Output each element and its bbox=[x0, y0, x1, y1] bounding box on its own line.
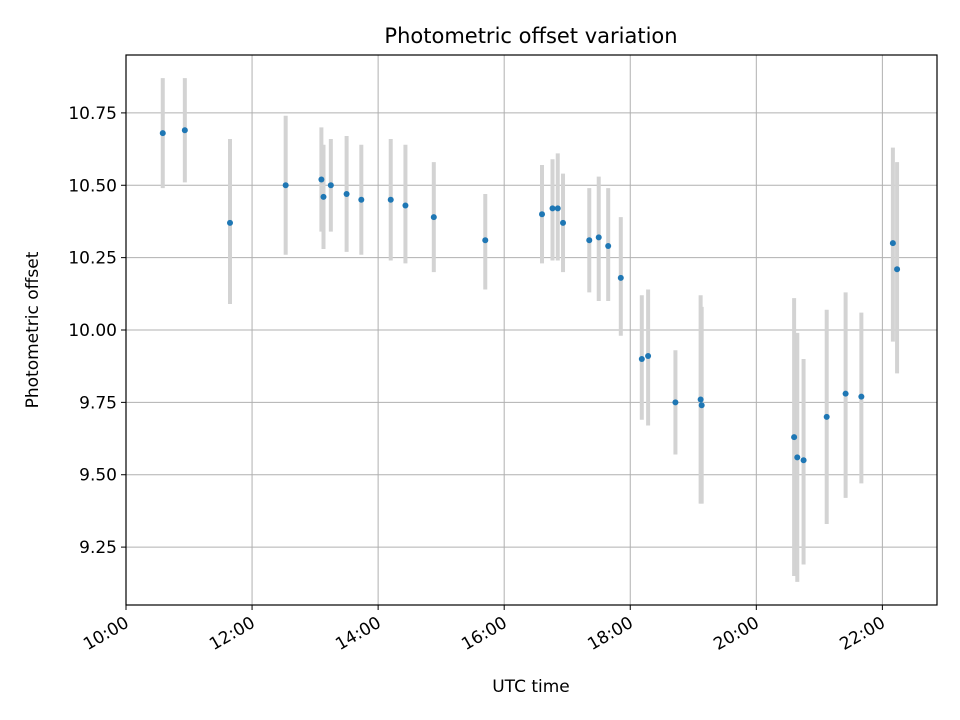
y-axis-label: Photometric offset bbox=[23, 251, 43, 408]
y-tick-label: 9.50 bbox=[79, 466, 117, 486]
data-point bbox=[605, 243, 612, 250]
data-point bbox=[894, 266, 901, 273]
data-point bbox=[482, 237, 489, 244]
data-point bbox=[823, 413, 830, 420]
data-point bbox=[282, 182, 289, 189]
chart-title: Photometric offset variation bbox=[384, 24, 677, 48]
y-axis-ticks: 9.25 9.50 9.75 10.00 10.25 10.50 10.75 bbox=[68, 104, 126, 558]
data-point bbox=[181, 127, 188, 134]
data-point bbox=[549, 205, 556, 212]
data-point bbox=[791, 434, 798, 441]
data-point bbox=[638, 355, 645, 362]
x-axis-label: UTC time bbox=[492, 677, 570, 697]
data-point bbox=[159, 130, 166, 137]
data-point bbox=[645, 353, 652, 360]
data-point bbox=[800, 457, 807, 464]
data-point bbox=[318, 176, 325, 183]
data-point bbox=[430, 214, 437, 221]
data-point bbox=[554, 205, 561, 212]
data-points bbox=[159, 127, 901, 464]
y-tick-label: 10.75 bbox=[68, 104, 117, 124]
data-point bbox=[617, 274, 624, 281]
data-point bbox=[402, 202, 409, 209]
y-tick-label: 10.50 bbox=[68, 176, 117, 196]
y-tick-label: 10.00 bbox=[68, 321, 117, 341]
data-point bbox=[794, 454, 801, 461]
data-point bbox=[697, 396, 704, 403]
data-point bbox=[672, 399, 679, 406]
data-point bbox=[227, 219, 234, 226]
data-point bbox=[698, 402, 705, 409]
data-point bbox=[560, 219, 567, 226]
data-point bbox=[842, 390, 849, 397]
data-point bbox=[858, 393, 865, 400]
data-point bbox=[343, 190, 350, 197]
data-point bbox=[320, 193, 327, 200]
data-point bbox=[889, 240, 896, 247]
y-tick-label: 10.25 bbox=[68, 249, 117, 269]
y-tick-label: 9.25 bbox=[79, 538, 117, 558]
data-point bbox=[539, 211, 546, 218]
data-point bbox=[595, 234, 602, 241]
data-point bbox=[358, 196, 365, 203]
data-point bbox=[327, 182, 334, 189]
y-tick-label: 9.75 bbox=[79, 393, 117, 413]
data-point bbox=[586, 237, 593, 244]
data-point bbox=[387, 196, 394, 203]
